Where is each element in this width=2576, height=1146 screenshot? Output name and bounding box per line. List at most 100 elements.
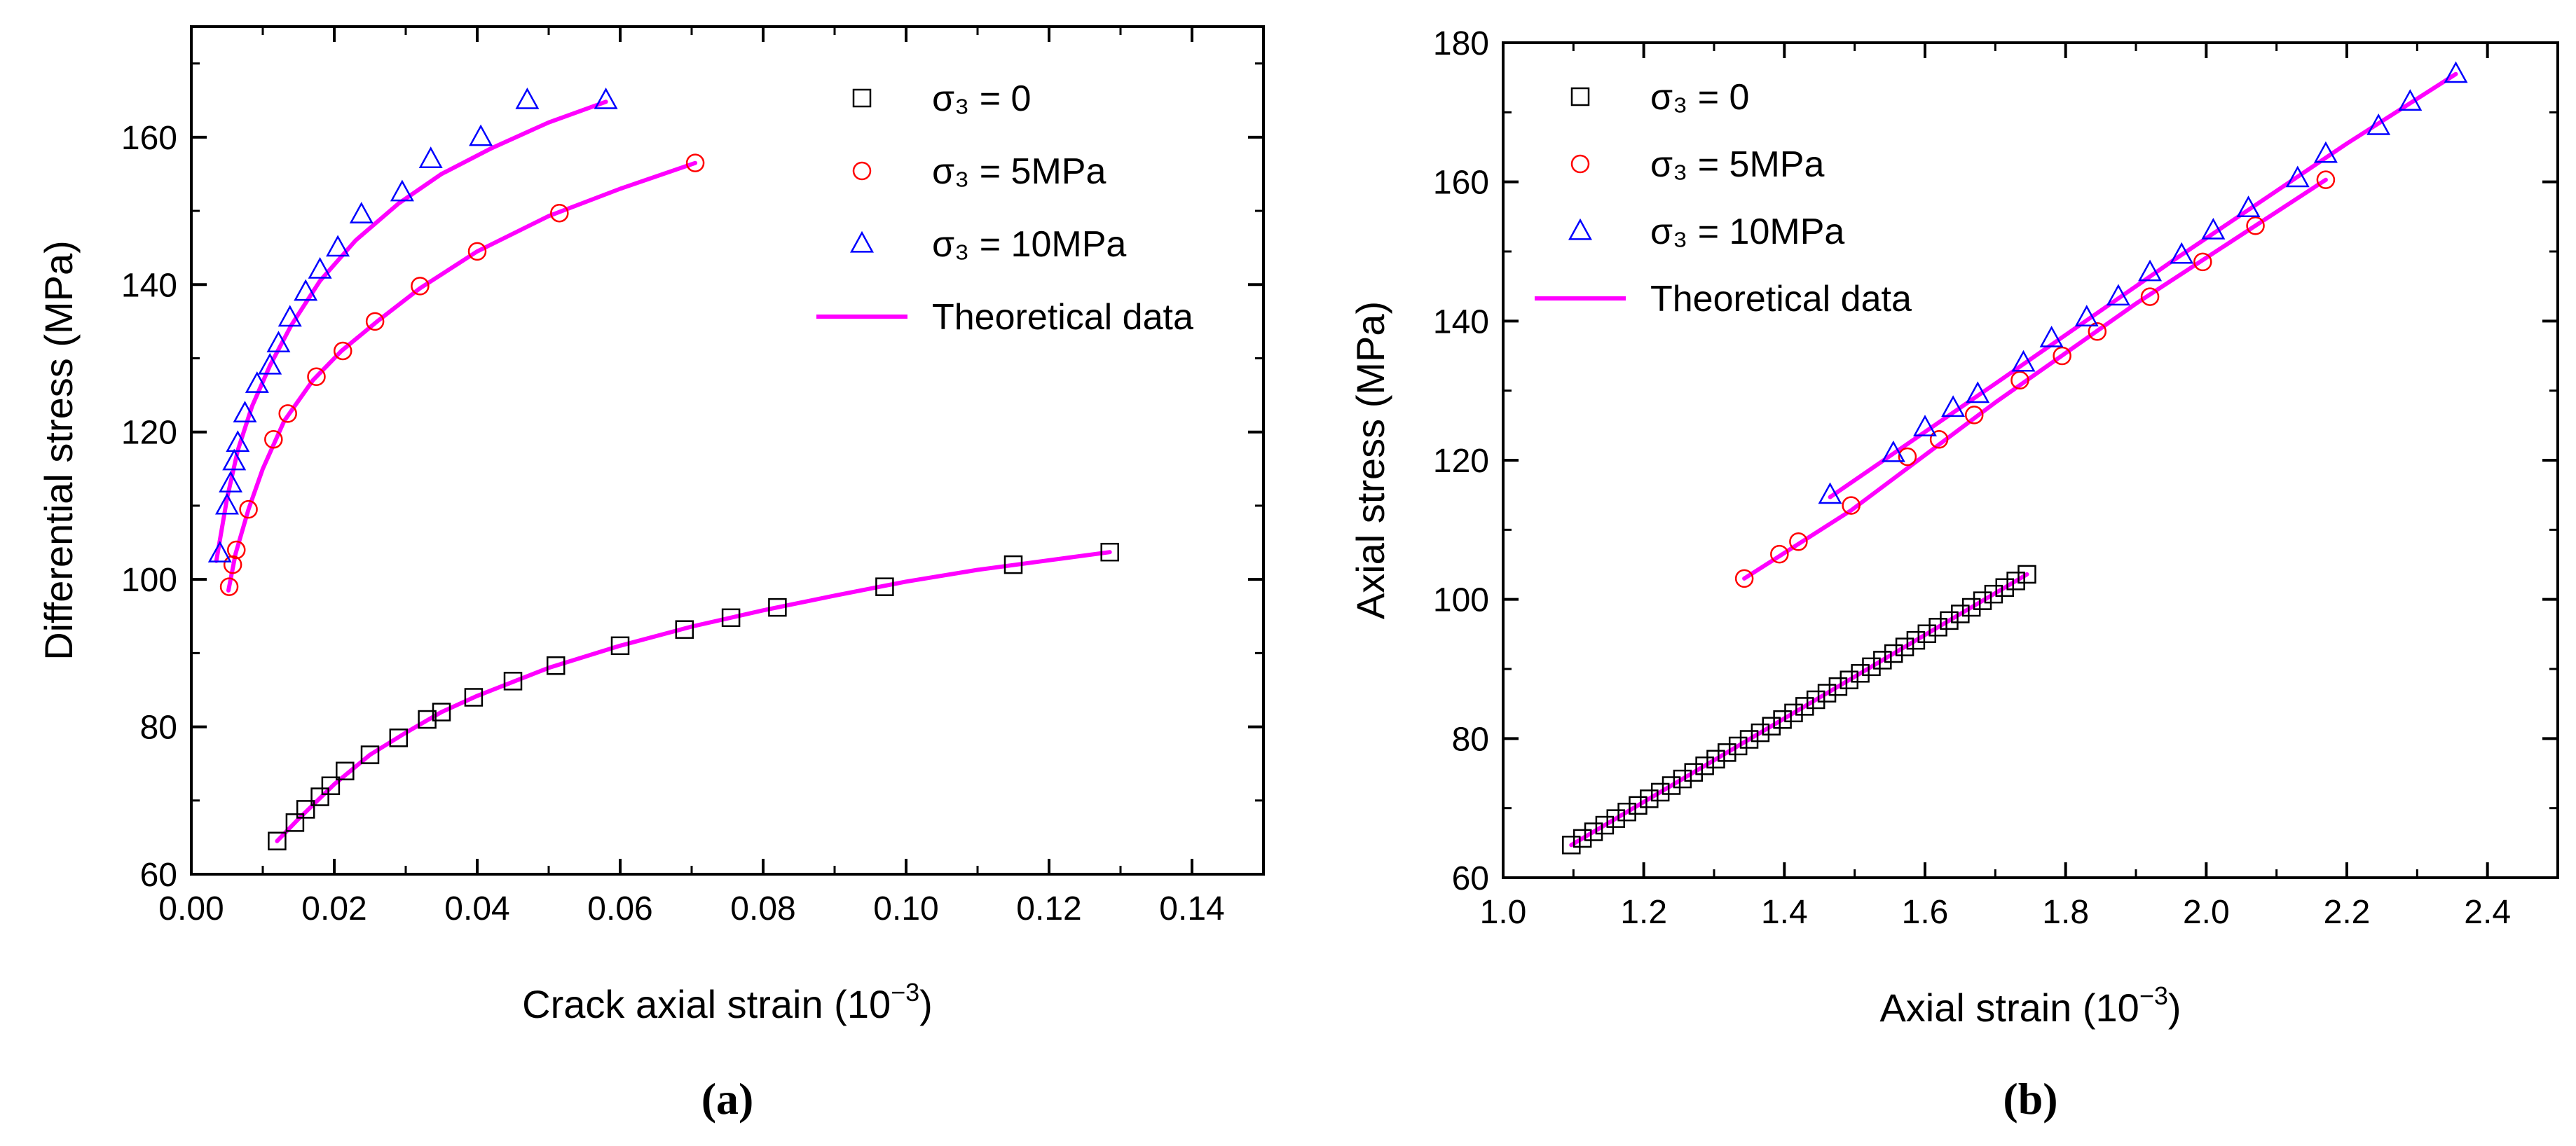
data-point-circle <box>278 404 297 423</box>
x-axis-title-exponent: −3 <box>2139 981 2168 1010</box>
panel-label: (b) <box>2003 1074 2057 1124</box>
data-point-triangle <box>1966 381 1990 403</box>
panel-b-chart: 1.0 1.2 1.4 1.6 1.8 2.0 2.2 2.4 60 80 100 120 140 160… <box>1348 25 2559 1124</box>
data-point-square <box>1584 822 1603 841</box>
legend-marker-circle <box>852 161 872 181</box>
data-point-square <box>1595 815 1615 835</box>
data-point-circle <box>219 577 239 596</box>
theoretical-curve-0 <box>1569 572 2029 848</box>
y-tick-label: 180 <box>1433 25 1489 62</box>
data-point-triangle <box>2138 259 2163 282</box>
data-point-square <box>768 598 787 617</box>
data-point-square <box>675 620 694 639</box>
data-point-square <box>1684 763 1704 782</box>
data-point-triangle <box>222 448 247 471</box>
x-tick-label: 1.0 <box>1480 894 1527 931</box>
data-point-triangle <box>308 257 332 279</box>
legend-marker-square <box>1570 87 1590 106</box>
data-point-triangle <box>226 430 250 453</box>
data-point-triangle <box>258 352 282 375</box>
data-point-square <box>721 608 741 628</box>
legend: σ₃ = 0 σ₃ = 5MPa σ₃ = 10MPa Theoretical dat… <box>816 78 1193 338</box>
data-point-triangle <box>294 279 318 301</box>
data-point-circle <box>239 499 258 519</box>
data-point-square <box>546 656 566 675</box>
data-point-triangle <box>2074 305 2099 326</box>
data-point-triangle <box>2201 217 2226 240</box>
legend-label: σ₃ = 5MPa <box>932 151 1106 192</box>
data-point-circle <box>2316 170 2336 189</box>
theoretical-curve-0 <box>275 550 1112 843</box>
data-point-square <box>336 761 355 780</box>
data-point-circle <box>264 429 283 449</box>
x-tick-label: 1.6 <box>1902 894 1949 931</box>
data-point-square <box>1773 710 1792 729</box>
x-tick-label: 0.04 <box>444 890 509 927</box>
y-tick-label: 100 <box>121 562 177 599</box>
x-axis-title-tail: ) <box>919 982 933 1026</box>
data-point-circle <box>1964 406 1984 424</box>
data-point-square <box>1862 657 1881 677</box>
data-point-circle <box>1842 496 1861 515</box>
x-axis-title-exponent: −3 <box>891 978 919 1007</box>
data-point-square <box>285 813 305 832</box>
y-tick-label: 140 <box>121 267 177 304</box>
data-point-square <box>1718 743 1736 762</box>
data-point-square <box>389 729 409 747</box>
data-point-circle <box>365 312 385 331</box>
data-point-square <box>1003 555 1023 574</box>
data-point-square <box>1995 578 2015 598</box>
data-point-square <box>1884 644 1903 663</box>
legend-label: σ₃ = 0 <box>932 78 1031 119</box>
data-point-triangle <box>233 401 257 422</box>
legend-marker-circle <box>1570 154 1590 174</box>
panel-a-chart: 0.00 0.02 0.04 0.06 0.08 0.10 0.12 0.14 60 80 100 1… <box>36 25 1265 1124</box>
data-point-square <box>1839 670 1859 689</box>
legend-label: σ₃ = 0 <box>1650 77 1749 118</box>
y-axis-title: Differential stress (MPa) <box>36 240 81 661</box>
data-point-triangle <box>1881 440 1905 462</box>
data-point-square <box>1728 736 1748 756</box>
data-point-triangle <box>266 331 291 353</box>
data-point-triangle <box>469 124 493 146</box>
data-point-triangle <box>1941 395 1966 417</box>
data-point-triangle <box>2236 195 2261 218</box>
data-point-triangle <box>418 146 443 168</box>
data-point-triangle <box>207 541 232 562</box>
data-point-square <box>503 672 523 691</box>
data-point-square <box>875 577 894 596</box>
data-point-circle <box>2053 346 2071 366</box>
data-point-square <box>610 636 630 656</box>
y-tick-label: 100 <box>1433 582 1489 619</box>
data-point-square <box>464 688 484 707</box>
data-point-circle <box>2088 322 2107 341</box>
x-tick-label: 2.2 <box>2324 894 2371 931</box>
data-point-square <box>1562 836 1581 855</box>
legend: σ₃ = 0 σ₃ = 5MPa σ₃ = 10MPa Theoretical dat… <box>1535 77 1912 319</box>
data-point-triangle <box>2011 350 2036 372</box>
data-point-square <box>1951 605 1970 623</box>
x-tick-label: 0.06 <box>587 890 652 927</box>
theoretical-curve-1 <box>226 160 698 593</box>
legend-label: Theoretical data <box>1650 279 1912 319</box>
data-point-triangle <box>2170 242 2194 264</box>
data-point-square <box>1573 829 1592 848</box>
data-point-triangle <box>1818 482 1842 504</box>
data-point-square <box>1906 630 1926 650</box>
data-point-square <box>1973 591 1992 610</box>
data-point-square <box>1751 723 1770 743</box>
data-point-circle <box>411 277 430 296</box>
legend-marker-triangle <box>1568 218 1592 240</box>
data-point-square <box>1762 717 1781 736</box>
x-tick-label: 2.0 <box>2183 894 2230 931</box>
data-point-triangle <box>594 88 618 109</box>
x-tick-label: 0.12 <box>1016 890 1081 927</box>
data-point-circle <box>227 540 246 560</box>
data-point-square <box>1895 637 1914 656</box>
data-point-square <box>1928 618 1947 637</box>
data-point-square <box>1650 782 1670 802</box>
data-point-triangle <box>2039 325 2064 347</box>
data-point-square <box>310 787 329 806</box>
legend-label: Theoretical data <box>932 297 1193 338</box>
